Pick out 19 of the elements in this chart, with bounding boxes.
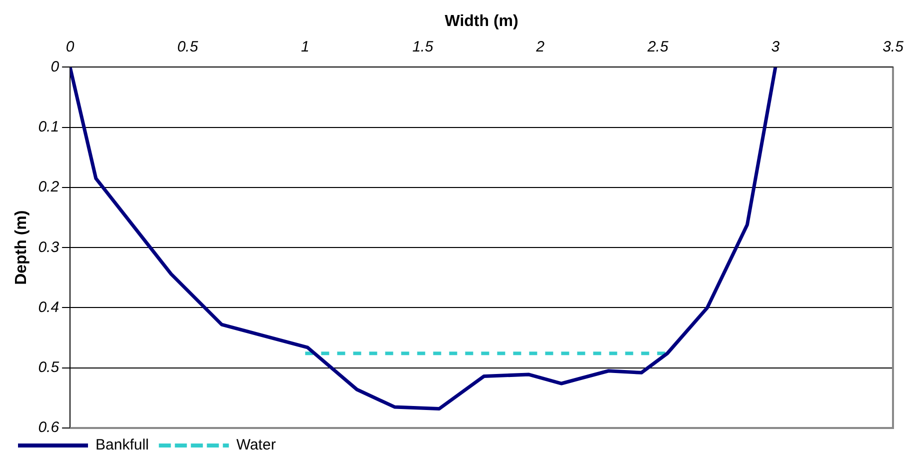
- x-axis-title: Width (m): [444, 13, 518, 30]
- y-tick-label: 0: [50, 58, 60, 76]
- x-tick-label: 3.5: [882, 38, 904, 56]
- y-tick-label: 0.5: [38, 359, 60, 376]
- y-tick-label: 0.3: [38, 238, 60, 256]
- x-tick-label: 0: [66, 38, 75, 56]
- y-tick-label: 0.1: [38, 118, 60, 136]
- x-tick-label: 1.5: [412, 38, 434, 56]
- legend-label: Bankfull: [96, 436, 149, 454]
- y-tick-label: 0.6: [38, 419, 60, 436]
- x-tick-label: 2.5: [646, 38, 669, 56]
- x-tick-label: 1: [301, 38, 310, 56]
- x-tick-label: 0.5: [177, 38, 199, 56]
- y-tick-label: 0.2: [38, 178, 60, 196]
- x-tick-label: 2: [535, 38, 546, 56]
- y-tick-label: 0.4: [38, 298, 60, 316]
- x-tick-label: 3: [771, 38, 780, 56]
- y-axis-title: Depth (m): [13, 210, 30, 285]
- legend-label: Water: [236, 436, 276, 454]
